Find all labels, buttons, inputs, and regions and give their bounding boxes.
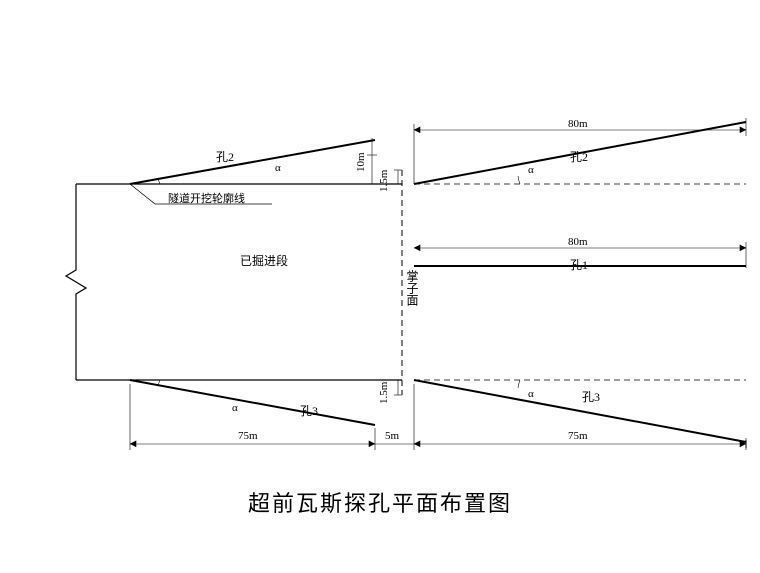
- profile-line-label: 隧道开挖轮廓线: [168, 190, 245, 206]
- diagram-title: 超前瓦斯探孔平面布置图: [0, 486, 760, 518]
- dim-left-bottom: 75m: [238, 430, 258, 442]
- alpha-br: α: [528, 388, 534, 400]
- alpha-tr: α: [528, 164, 534, 176]
- dim-right-bottom: 75m: [568, 430, 588, 442]
- dim-h-upper2: 10m: [355, 152, 367, 172]
- face-label: 掌子面: [404, 270, 421, 306]
- alpha-tl: α: [275, 162, 281, 174]
- excavated-label: 已掘进段: [240, 252, 288, 269]
- dim-gap: 5m: [385, 430, 399, 442]
- hole3-left-label: 孔3: [300, 402, 318, 419]
- dim-h-lower: 1.5m: [378, 382, 390, 404]
- dim-h-upper: 1.5m: [378, 170, 390, 192]
- hole3-right-label: 孔3: [582, 388, 600, 405]
- hole2-right-label: 孔2: [570, 148, 588, 165]
- dim-right-top: 80m: [568, 118, 588, 130]
- hole2-left-label: 孔2: [216, 148, 234, 165]
- alpha-bl: α: [232, 402, 238, 414]
- hole1-label: 孔1: [570, 256, 588, 273]
- dim-right-mid: 80m: [568, 236, 588, 248]
